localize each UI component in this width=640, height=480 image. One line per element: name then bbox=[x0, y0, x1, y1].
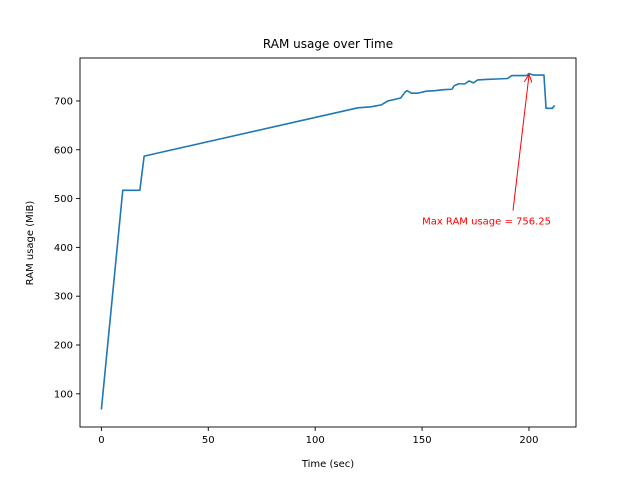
plot-frame bbox=[79, 57, 577, 428]
x-tick-label: 0 bbox=[98, 435, 104, 446]
y-tick-label: 100 bbox=[54, 389, 73, 400]
y-tick-label: 600 bbox=[54, 145, 73, 156]
x-tick-label: 200 bbox=[519, 435, 538, 446]
y-axis-label: RAM usage (MiB) bbox=[25, 201, 36, 286]
annotation-text: Max RAM usage = 756.25 bbox=[422, 217, 551, 228]
x-tick-label: 150 bbox=[413, 435, 432, 446]
x-axis-label: Time (sec) bbox=[301, 459, 354, 470]
y-tick-label: 200 bbox=[54, 341, 73, 352]
y-tick-label: 300 bbox=[54, 292, 73, 303]
y-tick-label: 700 bbox=[54, 96, 73, 107]
annotation: Max RAM usage = 756.25 bbox=[422, 75, 551, 228]
annotation-arrow bbox=[512, 75, 529, 211]
x-tick-label: 50 bbox=[202, 435, 215, 446]
y-tick-label: 400 bbox=[54, 243, 73, 254]
x-tick-label: 100 bbox=[306, 435, 325, 446]
x-axis: 0 50 100 150 200 bbox=[98, 427, 539, 446]
chart-title: RAM usage over Time bbox=[263, 37, 393, 51]
y-tick-label: 500 bbox=[54, 194, 73, 205]
y-axis: 100 200 300 400 500 600 700 bbox=[54, 96, 80, 400]
